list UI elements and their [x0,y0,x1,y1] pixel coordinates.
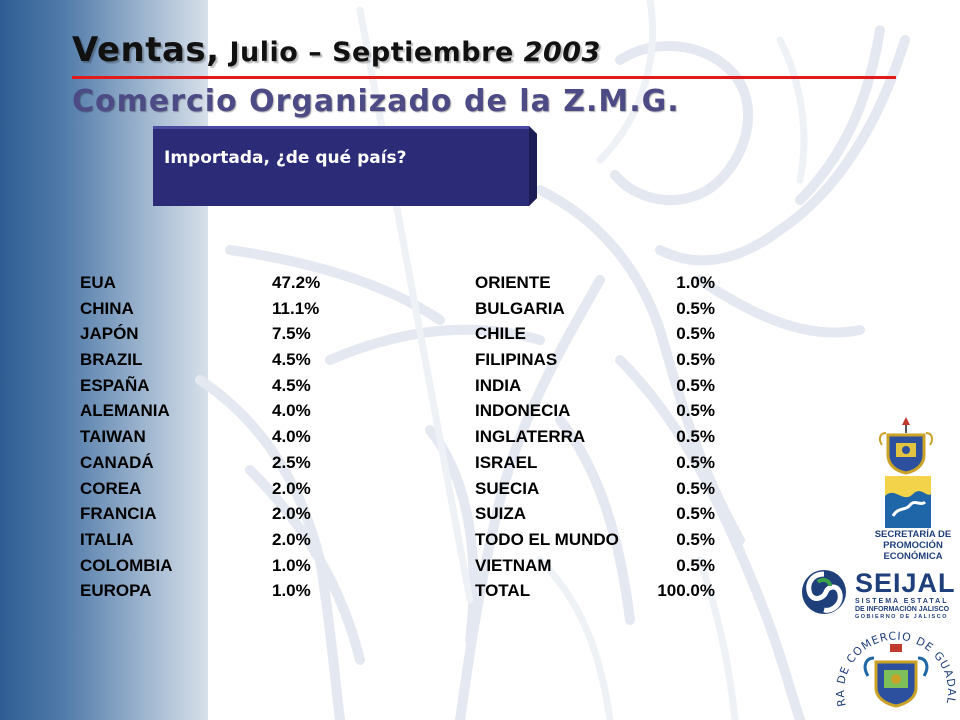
country-name: ESPAÑA [80,375,150,395]
page-title: Ventas, Julio – Septiembre 2003 [72,30,601,70]
country-percent: 1.0% [272,581,311,601]
country-name: ITALIA [80,529,134,549]
country-name: FRANCIA [80,504,157,524]
title-part2: Julio – Septiembre [219,37,524,68]
country-percent: 0.5% [676,401,715,421]
country-name: SUIZA [475,504,526,524]
country-name: JAPÓN [80,324,139,344]
country-percent: 2.5% [272,452,311,472]
country-percent: 2.0% [272,504,311,524]
camara-comercio-seal-logo: CAMARA DE COMERCIO DE GUADALAJARA [832,626,957,708]
page-subtitle: Comercio Organizado de la Z.M.G. [72,84,680,119]
country-percent: 7.5% [272,324,311,344]
country-percent: 0.5% [676,555,715,575]
country-percent: 4.5% [272,375,311,395]
country-name: INDONECIA [475,401,571,421]
seijal-circle-logo [802,570,846,614]
country-name: EUROPA [80,581,152,601]
title-part3: 2003 [523,37,601,68]
country-percent: 1.0% [676,273,715,292]
country-percent: 4.0% [272,401,311,421]
country-percent: 4.5% [272,350,311,370]
country-name: CANADÁ [80,452,154,472]
country-percent: 0.5% [676,350,715,370]
country-percent: 0.5% [676,529,715,549]
question-box-shape [153,126,537,206]
country-name: CHILE [475,324,526,344]
country-percent: 0.5% [676,324,715,344]
country-percent: 4.0% [272,427,311,447]
country-name: VIETNAM [475,555,552,575]
country-percent: 0.5% [676,375,715,395]
seijal-line-3: GOBIERNO DE JALISCO [855,614,948,620]
country-percent: 0.5% [676,427,715,447]
country-name: TOTAL [475,581,531,601]
left-gradient-band [0,0,208,720]
country-percent: 0.5% [676,504,715,524]
country-name: ORIENTE [475,273,551,292]
country-name: EUA [80,273,116,292]
country-name: COREA [80,478,142,498]
country-name: SUECIA [475,478,540,498]
country-name: BULGARIA [475,298,565,318]
title-divider [72,76,896,79]
country-name: FILIPINAS [475,350,558,370]
jalisco-coat-of-arms-logo [878,417,934,475]
secretaria-text: SECRETARÍA DE PROMOCIÓN ECONÓMICA [874,529,952,562]
title-part1: Ventas, [72,30,220,70]
country-percent: 0.5% [676,452,715,472]
seijal-line-1: SISTEMA ESTATAL [855,598,949,605]
country-name: CHINA [80,298,134,318]
country-percent: 0.5% [676,478,715,498]
country-name: ISRAEL [475,452,538,472]
country-name: ALEMANIA [80,401,170,421]
country-name: INGLATERRA [475,427,586,447]
country-name: TODO EL MUNDO [475,529,619,549]
country-name: COLOMBIA [80,555,173,575]
secretaria-emblem-icon [885,476,931,528]
country-name: INDIA [475,375,522,395]
country-name: BRAZIL [80,350,143,370]
country-percent: 2.0% [272,529,311,549]
country-percent: 47.2% [272,273,321,292]
country-percent: 2.0% [272,478,311,498]
country-percent: 0.5% [676,298,715,318]
seijal-name: SEIJAL [855,568,956,598]
country-name: TAIWAN [80,427,146,447]
question-text: Importada, ¿de qué país? [164,148,407,168]
country-percent: 1.0% [272,555,311,575]
question-box: Importada, ¿de qué país? [153,126,537,206]
seijal-line-2: DE INFORMACIÓN JALISCO [855,606,950,613]
country-percent: 11.1% [272,298,320,318]
country-percent: 100.0% [657,581,715,601]
